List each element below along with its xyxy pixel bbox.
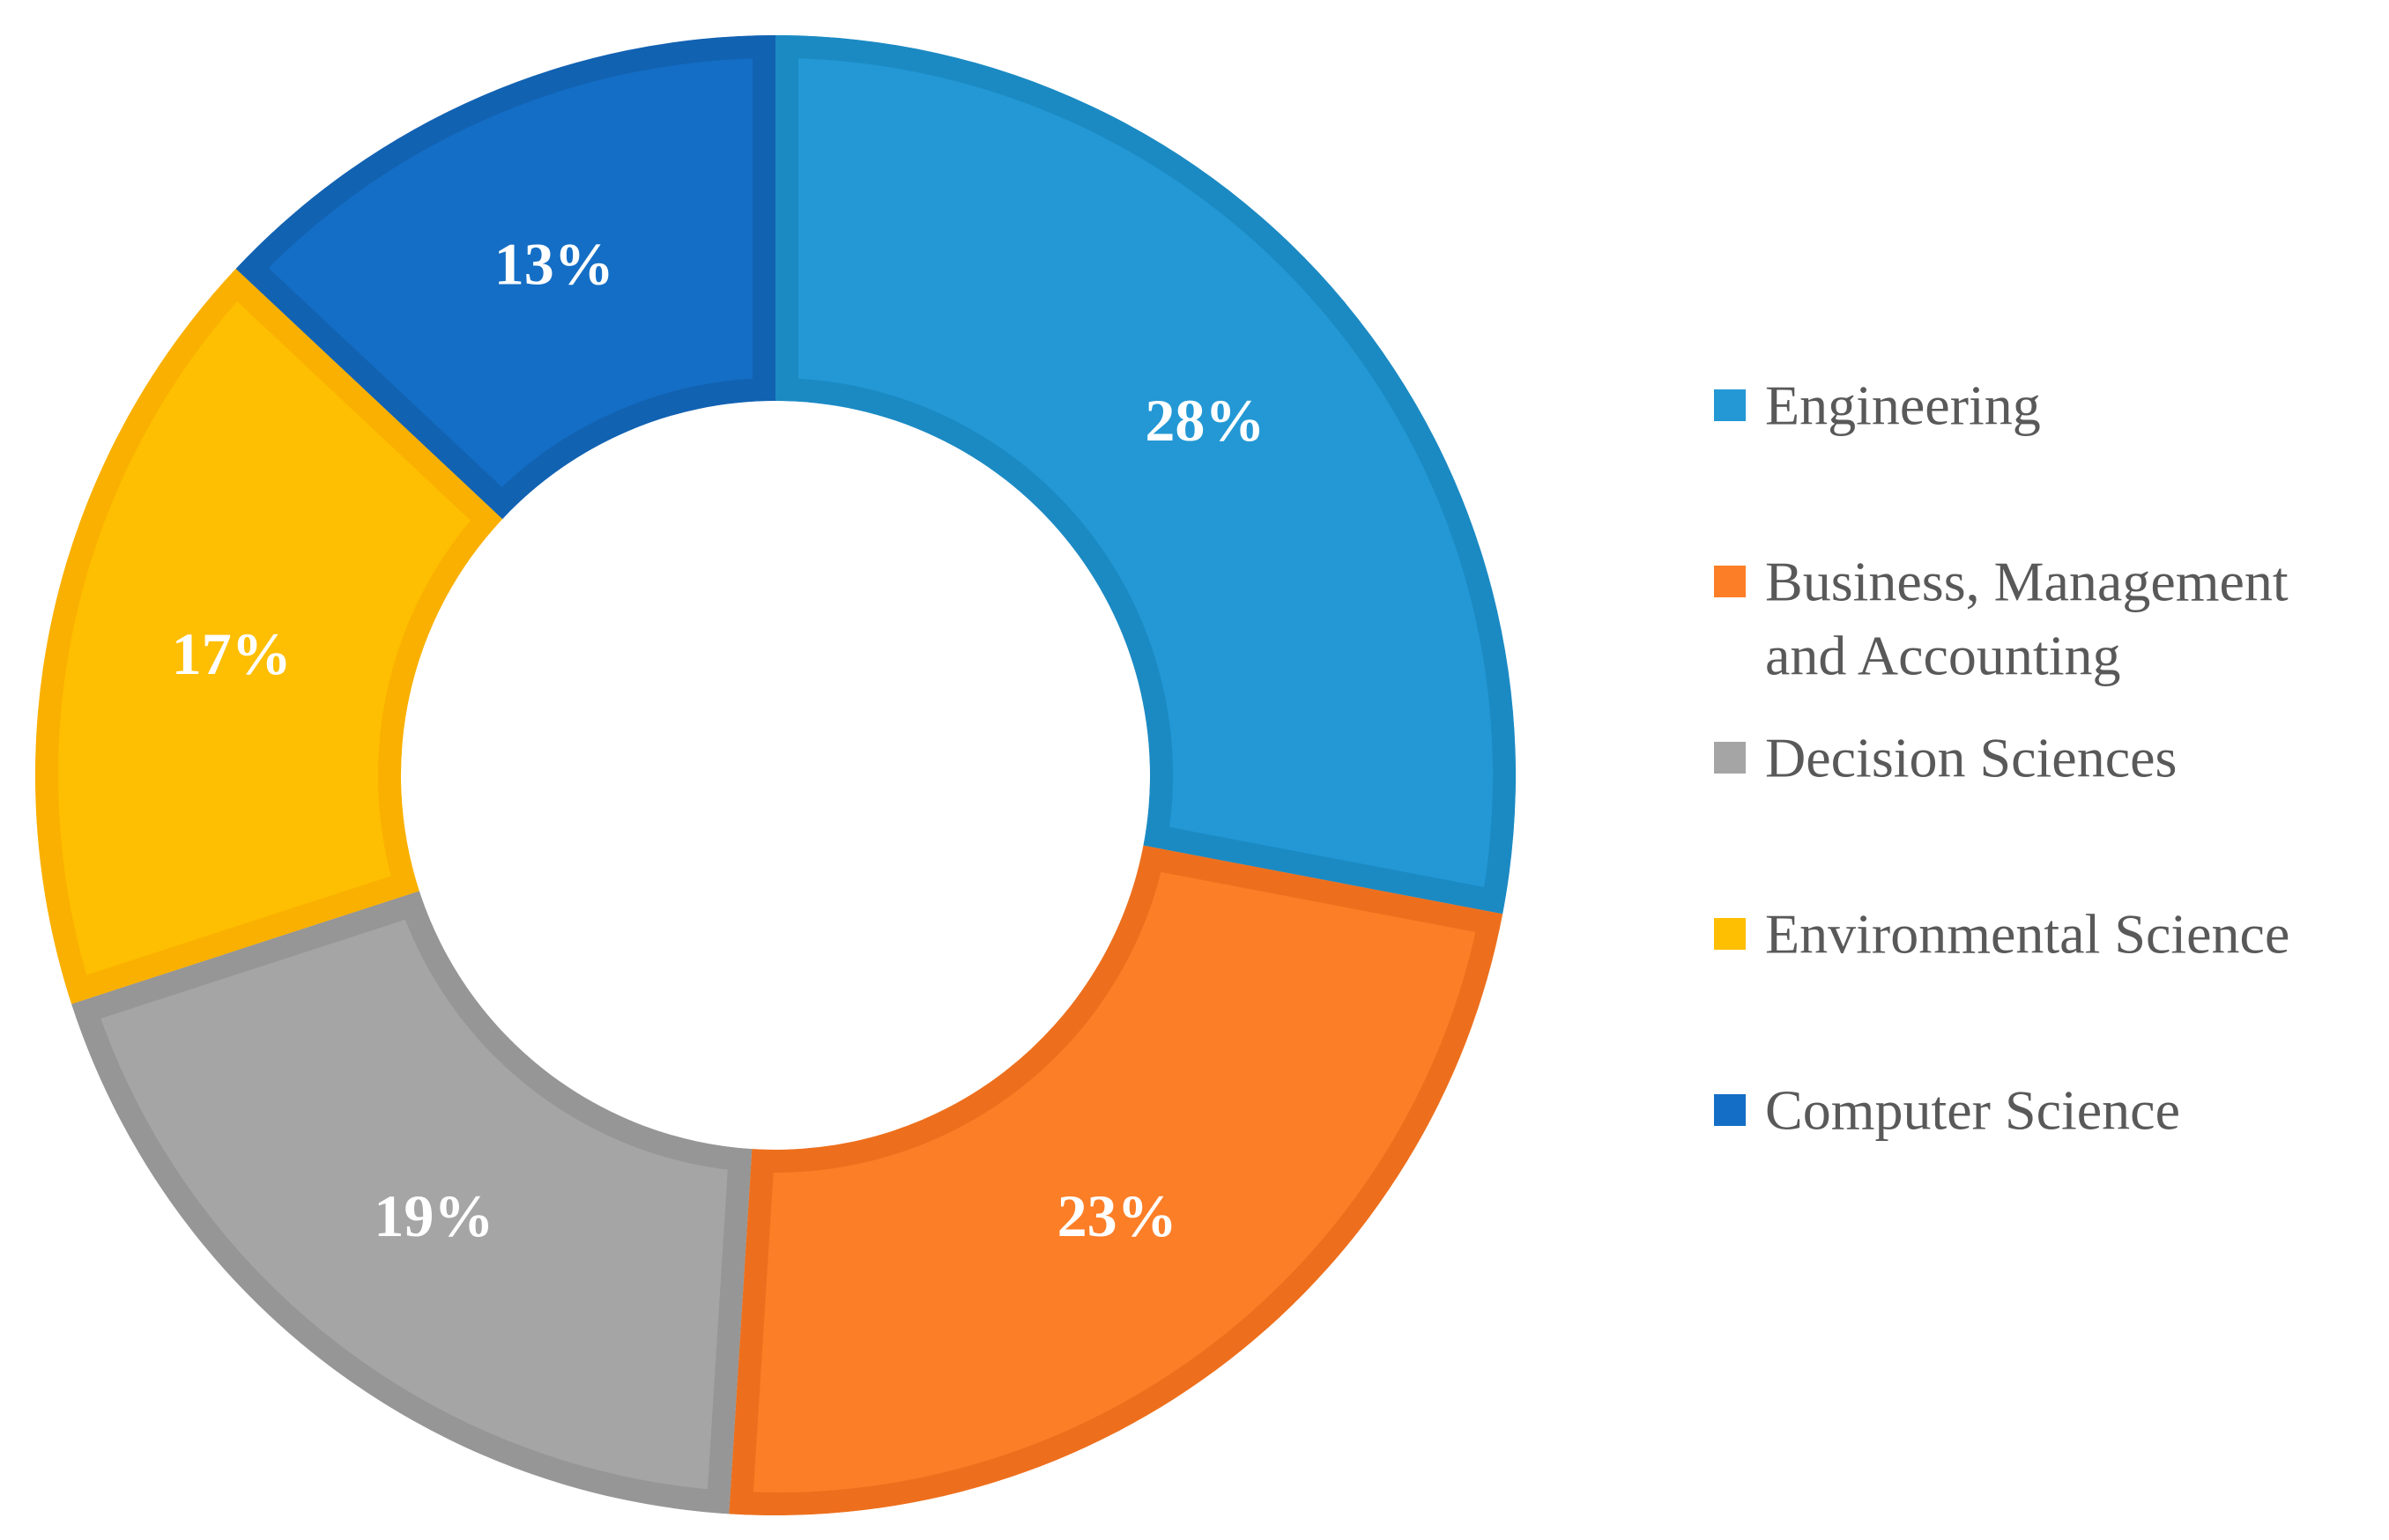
donut-slices — [34, 35, 1516, 1515]
legend-swatch — [1714, 918, 1746, 950]
slice-label-computer-science: 13% — [494, 231, 614, 298]
legend-label: Business, Management and Accounting — [1765, 551, 2289, 687]
legend-swatch — [1714, 742, 1746, 774]
donut-slice-engineering — [775, 35, 1516, 914]
legend-item-environmental-science: Environmental Science — [1714, 903, 2289, 966]
legend-label: Engineering — [1765, 374, 2041, 437]
legend-label: Decision Sciences — [1765, 727, 2177, 789]
legend-label: Environmental Science — [1765, 903, 2289, 966]
legend-swatch — [1714, 566, 1746, 597]
slice-label-engineering: 28% — [1145, 387, 1265, 454]
legend-item-computer-science: Computer Science — [1714, 1079, 2180, 1142]
slice-label-business-management-and-accounting: 23% — [1057, 1182, 1177, 1249]
slice-labels: 28% 23% 19% 17% 13% — [172, 231, 1265, 1249]
legend-swatch — [1714, 1094, 1746, 1126]
legend-label: Computer Science — [1765, 1079, 2180, 1142]
donut-slice-business-management-and-accounting — [729, 845, 1503, 1515]
legend-item-engineering: Engineering — [1714, 374, 2041, 437]
legend: Engineering Business, Management and Accou… — [1714, 374, 2289, 1142]
slice-label-environmental-science: 17% — [172, 620, 292, 687]
legend-item-business-management-and-accounting: Business, Management and Accounting — [1714, 551, 2289, 687]
slice-label-decision-sciences: 19% — [374, 1182, 493, 1249]
legend-item-decision-sciences: Decision Sciences — [1714, 727, 2177, 789]
legend-swatch — [1714, 389, 1746, 421]
